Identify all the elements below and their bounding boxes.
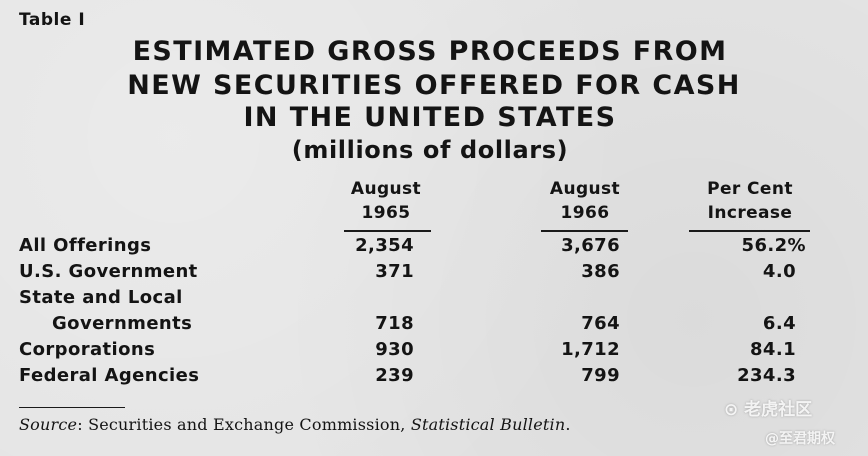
- column-header-aug-1965: August 1965: [332, 177, 440, 225]
- value-1966: 3,676: [561, 235, 620, 256]
- table-row: Corporations 930 1,712 84.1: [0, 339, 868, 365]
- row-label: Corporations: [19, 339, 156, 360]
- column-header-aug-1966: August 1966: [535, 177, 635, 225]
- value-percent-increase: 84.1: [749, 339, 796, 360]
- watermark-line-2: @至君期权: [765, 431, 835, 447]
- column-rule: [541, 230, 628, 232]
- title-line-1: ESTIMATED GROSS PROCEEDS FROM: [132, 36, 728, 67]
- value-1965: 371: [375, 261, 414, 282]
- row-label: Governments: [52, 313, 193, 334]
- column-header-line: 1965: [361, 203, 411, 223]
- source-note: Source: Securities and Exchange Commissi…: [19, 415, 571, 434]
- table-label: Table I: [19, 10, 86, 30]
- source-prefix: Source: [19, 415, 78, 434]
- value-1966: 799: [581, 365, 620, 386]
- source-rule: [19, 407, 125, 408]
- column-rule: [344, 230, 431, 232]
- value-percent-increase: 4.0: [762, 261, 796, 282]
- title-units: (millions of dollars): [291, 136, 569, 164]
- table-row: U.S. Government 371 386 4.0: [0, 261, 868, 287]
- value-1965: 930: [375, 339, 414, 360]
- column-header-line: August: [549, 179, 621, 199]
- table-row: All Offerings 2,354 3,676 56.2%: [0, 235, 868, 261]
- row-label: Federal Agencies: [19, 365, 200, 386]
- column-header-percent-increase: Per Cent Increase: [690, 177, 810, 225]
- source-suffix: .: [565, 415, 571, 434]
- table-row: Governments 718 764 6.4: [0, 313, 868, 339]
- source-publication: Statistical Bulletin: [410, 415, 566, 434]
- value-1966: 764: [581, 313, 620, 334]
- value-1965: 718: [375, 313, 414, 334]
- value-percent-increase: 234.3: [737, 365, 796, 386]
- column-header-line: Increase: [707, 203, 793, 223]
- table-row: Federal Agencies 239 799 234.3: [0, 365, 868, 391]
- value-percent-increase: 6.4: [762, 313, 796, 334]
- column-header-line: Per Cent: [707, 179, 793, 199]
- value-1966: 1,712: [561, 339, 620, 360]
- value-1966: 386: [581, 261, 620, 282]
- watermark-line-1: ⊙ 老虎社区: [724, 400, 813, 420]
- column-header-line: 1966: [560, 203, 610, 223]
- column-rule: [689, 230, 810, 232]
- row-label: All Offerings: [19, 235, 152, 256]
- row-label: State and Local: [19, 287, 183, 308]
- title-line-2: NEW SECURITIES OFFERED FOR CASH: [127, 70, 741, 101]
- column-header-line: August: [350, 179, 422, 199]
- value-1965: 239: [375, 365, 414, 386]
- value-percent-increase: 56.2%: [741, 235, 806, 256]
- row-label: U.S. Government: [19, 261, 198, 282]
- source-text: : Securities and Exchange Commission,: [77, 415, 411, 434]
- table-row: State and Local: [0, 287, 868, 313]
- value-1965: 2,354: [355, 235, 414, 256]
- title-line-3: IN THE UNITED STATES: [243, 102, 617, 133]
